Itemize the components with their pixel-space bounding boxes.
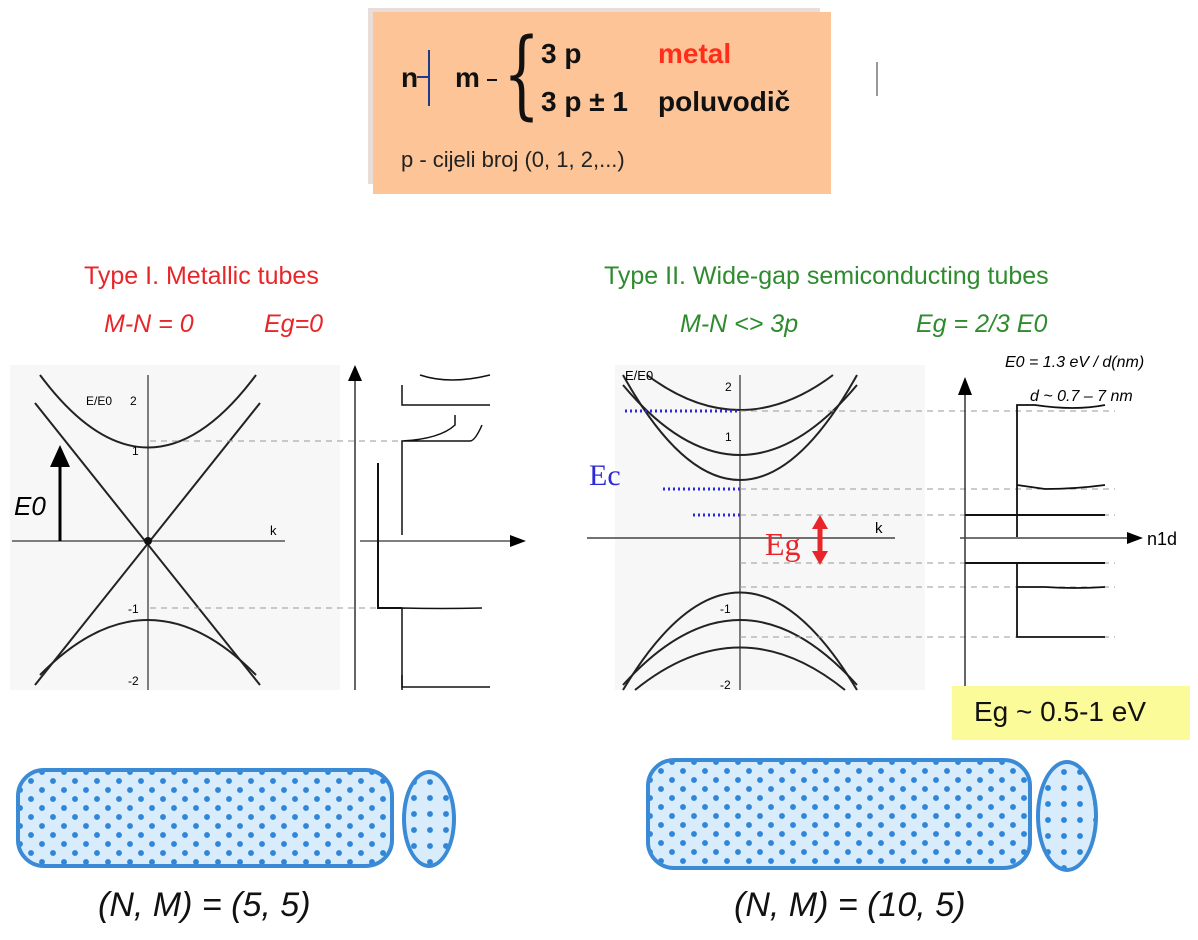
valence-band-3 [634,646,846,691]
dos-n-arrow [1127,532,1143,544]
tick-minus1: -1 [128,602,139,616]
eg-arrow-up [812,515,828,529]
conduction-band-1 [622,374,858,481]
dos-axis-arrow [348,365,362,381]
eg-range-highlight: Eg ~ 0.5-1 eV [952,686,1190,740]
dirac-point [144,537,152,545]
left-caption: (N, M) = (5, 5) [98,886,311,924]
semiconducting-band-diagram: Ec Eg E/E0 k 2 1 -1 -2 E0 = 1.3 eV / d(n… [587,355,1177,692]
dos-axis-arrow [958,377,972,395]
chiral-nanotube-end [1036,760,1098,872]
upper-band [39,374,257,449]
rule-divider [428,50,430,106]
tick-minus2: -2 [720,678,731,692]
dos-gap-edges [965,514,1105,564]
dos-upper [401,415,483,535]
stray-tick [876,62,878,96]
rule-tick [487,79,497,81]
dos-lower-peak [401,675,490,688]
eg-label: Eg [765,526,801,562]
tick-1: 1 [725,430,732,444]
armchair-nanotube-end [402,770,456,868]
dos-k-arrow [510,535,526,547]
right-title: Type II. Wide-gap semiconducting tubes [604,262,1049,290]
lower-band [39,619,257,676]
rule-note: p - cijeli broj (0, 1, 2,...) [401,147,625,172]
e0-arrow-head [50,445,70,467]
eg-arrow-down [812,551,828,565]
right-eg-condition: Eg = 2/3 E0 [916,310,1048,338]
energy-axis-label: E/E0 [86,394,112,408]
tick-minus1: -1 [720,602,731,616]
valence-band-1 [622,591,858,691]
chiral-nanotube [646,758,1032,870]
dos-plateau [377,463,402,609]
rule-dash [417,76,429,78]
rule-case1-label: metal [658,38,732,69]
chirality-rule-box: n m { 3 p metal 3 p ± 1 poluvodič p - ci… [368,8,831,194]
e0-label: E0 [14,491,46,521]
right-caption: (N, M) = (10, 5) [734,886,966,924]
dos-upper-peak [401,374,491,406]
right-condition: M-N <> 3p [680,310,799,338]
k-label: k [270,523,277,538]
conduction-band-3 [646,374,834,411]
dos-lower [401,607,483,690]
plot-background [10,365,340,690]
tick-2: 2 [130,394,137,408]
k-label: k [875,520,883,537]
rule-m: m [455,62,480,93]
rule-case2-label: poluvodič [658,86,791,117]
dos-upper [1016,404,1106,537]
conduction-band-2 [622,384,858,456]
ec-label: Ec [589,459,621,492]
left-eg-condition: Eg=0 [264,310,324,338]
dos-lower [1016,563,1106,638]
e0-formula: E0 = 1.3 eV / d(nm) [1005,355,1144,371]
rule-case1-expr: 3 p [541,38,582,69]
eg-range-text: Eg ~ 0.5-1 eV [974,696,1147,727]
rule-case2-expr: 3 p ± 1 [541,86,628,117]
d-range: d ~ 0.7 – 7 nm [1030,388,1133,405]
metallic-band-diagram: E0 E/E0 k 2 1 -1 -2 [10,365,526,690]
plot-background [615,365,925,690]
n1d-label: n1d [1147,529,1177,549]
left-title: Type I. Metallic tubes [84,262,319,290]
rule-n: n [401,62,419,93]
valence-band-2 [622,619,858,686]
energy-axis-label: E/E0 [625,368,653,383]
armchair-nanotube [16,768,394,868]
tick-1: 1 [132,444,139,458]
tick-2: 2 [725,380,732,394]
left-condition: M-N = 0 [104,310,194,338]
tick-minus2: -2 [128,674,139,688]
curly-brace-icon: { [503,18,540,130]
